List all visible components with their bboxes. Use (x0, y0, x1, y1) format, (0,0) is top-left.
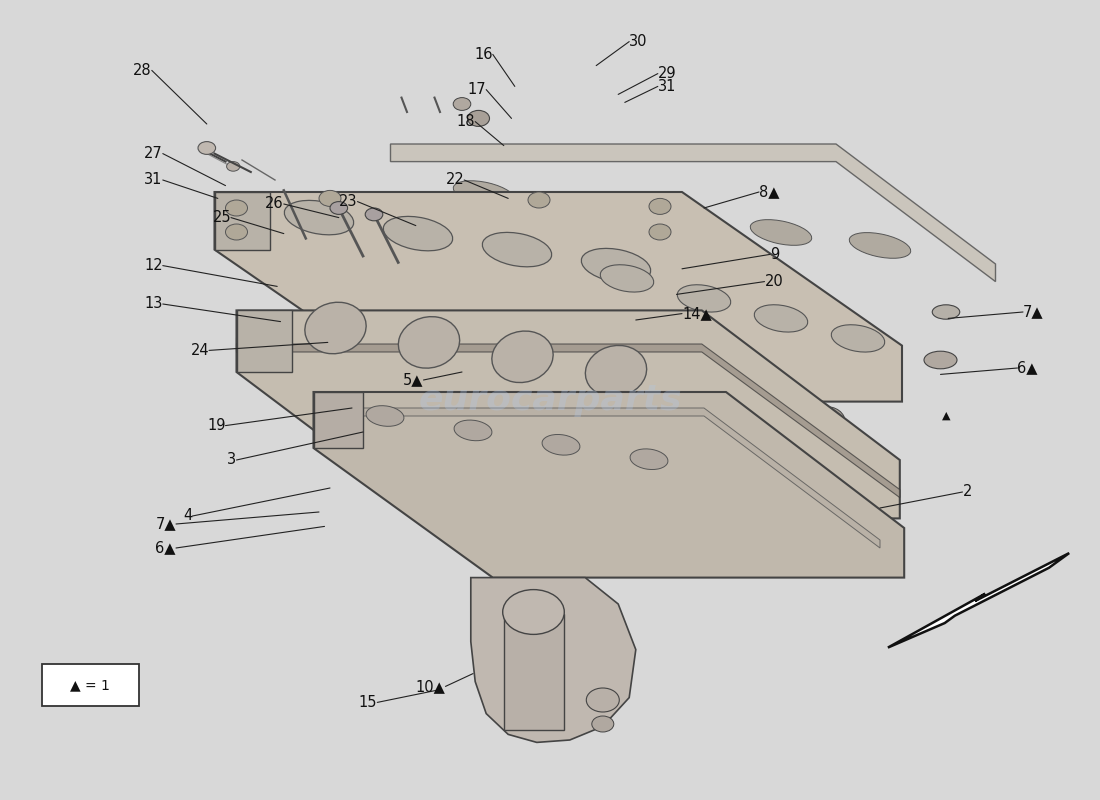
Circle shape (330, 202, 348, 214)
Circle shape (503, 590, 564, 634)
Polygon shape (314, 392, 904, 578)
Ellipse shape (482, 232, 552, 267)
Polygon shape (236, 310, 292, 372)
Ellipse shape (755, 305, 807, 332)
Ellipse shape (832, 325, 884, 352)
Polygon shape (214, 192, 902, 402)
Text: 15: 15 (359, 695, 377, 710)
Text: 31: 31 (658, 79, 676, 94)
Ellipse shape (678, 285, 730, 312)
Text: 26: 26 (265, 197, 284, 211)
FancyBboxPatch shape (42, 664, 139, 706)
Polygon shape (214, 192, 270, 250)
Circle shape (586, 688, 619, 712)
Circle shape (528, 192, 550, 208)
Text: 8▲: 8▲ (759, 185, 780, 199)
Text: 18: 18 (456, 114, 475, 129)
Ellipse shape (453, 181, 515, 206)
Text: 5▲: 5▲ (403, 373, 424, 387)
Circle shape (627, 464, 671, 496)
Polygon shape (888, 553, 1069, 647)
Text: 7▲: 7▲ (1023, 305, 1044, 319)
Circle shape (226, 224, 248, 240)
Polygon shape (471, 578, 636, 742)
Ellipse shape (406, 366, 450, 405)
Text: 23: 23 (339, 194, 358, 209)
Polygon shape (341, 408, 880, 548)
Ellipse shape (552, 194, 614, 219)
Text: 16: 16 (474, 47, 493, 62)
Ellipse shape (619, 464, 668, 490)
Text: 12: 12 (144, 258, 163, 273)
Text: 6▲: 6▲ (155, 541, 176, 555)
Ellipse shape (454, 420, 492, 441)
Ellipse shape (339, 421, 387, 446)
Ellipse shape (581, 248, 651, 283)
Text: 20: 20 (764, 274, 783, 289)
Ellipse shape (564, 382, 608, 421)
Ellipse shape (802, 406, 846, 445)
Polygon shape (236, 310, 900, 518)
Text: ▲ = 1: ▲ = 1 (70, 678, 110, 692)
Polygon shape (236, 338, 896, 494)
Text: 13: 13 (144, 297, 163, 311)
Text: 2: 2 (962, 485, 972, 499)
Ellipse shape (284, 200, 354, 235)
Circle shape (226, 200, 248, 216)
Text: 10▲: 10▲ (416, 679, 446, 694)
Text: 31: 31 (144, 173, 163, 187)
Ellipse shape (630, 449, 668, 470)
Text: 4: 4 (184, 509, 192, 523)
Ellipse shape (750, 220, 812, 246)
Circle shape (453, 98, 471, 110)
Text: 25: 25 (212, 210, 231, 225)
Text: 19: 19 (207, 418, 226, 433)
Ellipse shape (366, 406, 404, 426)
Ellipse shape (327, 358, 371, 397)
Bar (504, 614, 564, 730)
Ellipse shape (492, 331, 553, 382)
Ellipse shape (723, 398, 767, 437)
Ellipse shape (651, 206, 713, 232)
Circle shape (592, 716, 614, 732)
Ellipse shape (644, 390, 688, 429)
Text: eurocarparts: eurocarparts (418, 383, 682, 417)
Ellipse shape (305, 302, 366, 354)
Circle shape (649, 198, 671, 214)
Text: 30: 30 (629, 34, 648, 49)
Text: 17: 17 (468, 82, 486, 97)
Ellipse shape (924, 351, 957, 369)
Ellipse shape (933, 305, 959, 319)
Text: 3: 3 (228, 453, 236, 467)
Circle shape (227, 162, 240, 171)
Ellipse shape (432, 435, 481, 461)
Text: 29: 29 (658, 66, 676, 81)
Text: 14▲: 14▲ (682, 306, 712, 321)
Text: 22: 22 (446, 173, 464, 187)
Text: 9: 9 (770, 247, 779, 262)
Ellipse shape (542, 434, 580, 455)
Ellipse shape (585, 346, 647, 397)
Ellipse shape (849, 233, 911, 258)
Ellipse shape (485, 374, 529, 413)
Ellipse shape (601, 265, 653, 292)
Ellipse shape (248, 350, 292, 389)
Circle shape (649, 224, 671, 240)
Text: 27: 27 (144, 146, 163, 161)
Circle shape (319, 190, 341, 206)
Circle shape (468, 110, 490, 126)
Ellipse shape (383, 216, 453, 251)
Text: ▲: ▲ (942, 411, 950, 421)
Text: 6▲: 6▲ (1018, 361, 1038, 375)
Polygon shape (236, 344, 900, 498)
Ellipse shape (526, 450, 574, 475)
Ellipse shape (398, 317, 460, 368)
Polygon shape (314, 392, 363, 448)
Text: 28: 28 (133, 63, 152, 78)
Text: 7▲: 7▲ (155, 517, 176, 531)
Circle shape (365, 208, 383, 221)
Polygon shape (390, 144, 996, 282)
Circle shape (198, 142, 216, 154)
Text: 24: 24 (190, 343, 209, 358)
